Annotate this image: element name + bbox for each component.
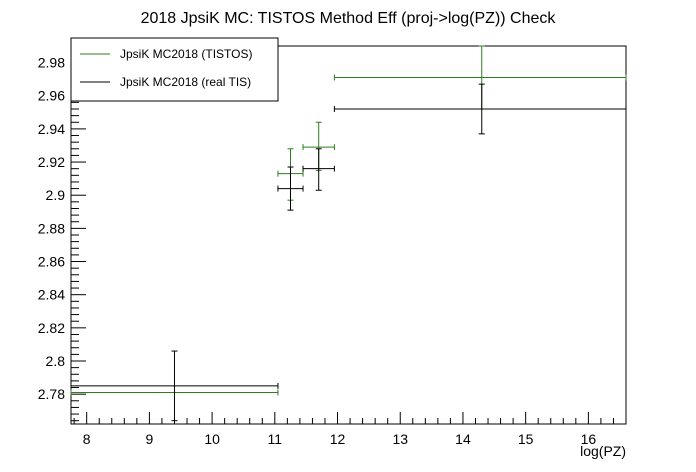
x-tick-label: 15 <box>518 431 534 447</box>
x-axis: 8 9 10 11 12 13 14 15 16 <box>73 412 627 447</box>
x-tick-label: 8 <box>83 431 91 447</box>
x-tick-label: 9 <box>145 431 153 447</box>
y-tick-label: 2.92 <box>38 154 65 170</box>
x-axis-label: log(PZ) <box>580 443 626 459</box>
x-tick-label: 12 <box>330 431 346 447</box>
x-tick-label: 16 <box>581 431 597 447</box>
legend: JpsiK MC2018 (TISTOS) JpsiK MC2018 (real … <box>70 37 279 102</box>
x-tick-label: 10 <box>204 431 220 447</box>
y-tick-label: 2.98 <box>38 55 65 71</box>
y-tick-label: 2.8 <box>46 353 66 369</box>
y-tick-label: 2.82 <box>38 320 65 336</box>
y-axis: 2.78 2.8 2.82 2.84 2.86 2.88 2.9 2.92 2.94 2.96 2.… <box>38 48 86 422</box>
y-tick-label: 2.96 <box>38 88 65 104</box>
data-point <box>70 350 279 422</box>
y-tick-label: 2.94 <box>38 121 65 137</box>
y-tick-label: 2.88 <box>38 220 65 236</box>
chart-title: 2018 JpsiK MC: TISTOS Method Eff (proj->… <box>141 10 557 27</box>
legend-entry: JpsiK MC2018 (real TIS) <box>120 75 251 89</box>
data-point <box>302 148 335 191</box>
series-layer <box>70 45 627 422</box>
y-tick-label: 2.86 <box>38 254 65 270</box>
legend-entry: JpsiK MC2018 (TISTOS) <box>120 47 252 61</box>
x-tick-label: 13 <box>392 431 408 447</box>
x-tick-label: 14 <box>455 431 471 447</box>
data-point <box>333 83 627 135</box>
x-tick-label: 11 <box>268 431 283 447</box>
series-2 <box>70 83 627 422</box>
y-tick-label: 2.84 <box>38 287 65 303</box>
data-point <box>277 166 304 211</box>
legend-box <box>70 37 279 102</box>
y-tick-label: 2.9 <box>46 187 66 203</box>
y-tick-label: 2.78 <box>38 386 65 402</box>
